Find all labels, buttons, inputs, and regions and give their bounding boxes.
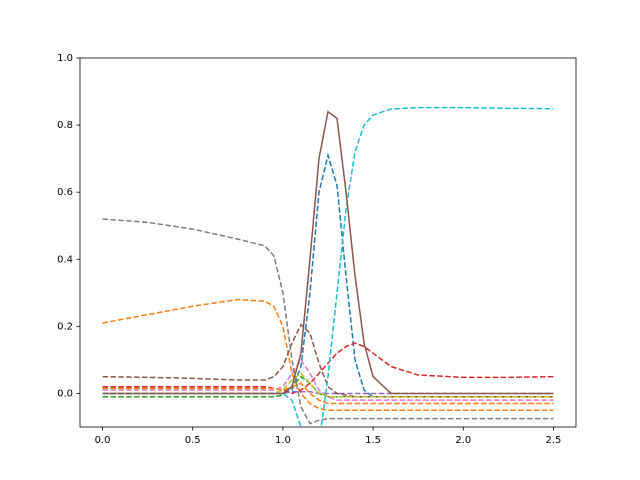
series-line — [102, 323, 554, 398]
x-tick-label: 2.5 — [546, 435, 562, 446]
axes-frame — [79, 57, 577, 428]
y-tick-label: 0.2 — [57, 321, 73, 332]
series-line — [102, 342, 554, 395]
series-line — [102, 358, 554, 401]
y-tick-label: 0.6 — [57, 187, 73, 198]
series-line — [102, 218, 554, 425]
y-tick-label: 0.4 — [57, 254, 73, 265]
x-tick-label: 2.0 — [455, 435, 471, 446]
series-line — [102, 110, 554, 395]
series-line — [102, 152, 554, 398]
series-line — [102, 382, 554, 405]
x-tick-label: 0.5 — [185, 435, 201, 446]
y-tick-label: 1.0 — [57, 53, 73, 64]
x-tick-label: 1.5 — [365, 435, 381, 446]
series-line — [102, 372, 554, 398]
x-tick-label: 1.0 — [275, 435, 291, 446]
y-tick-label: 0.0 — [57, 388, 73, 399]
x-tick-label: 0.0 — [95, 435, 111, 446]
y-tick-label: 0.8 — [57, 120, 73, 131]
series-line — [102, 106, 554, 427]
plot-area — [102, 106, 554, 427]
